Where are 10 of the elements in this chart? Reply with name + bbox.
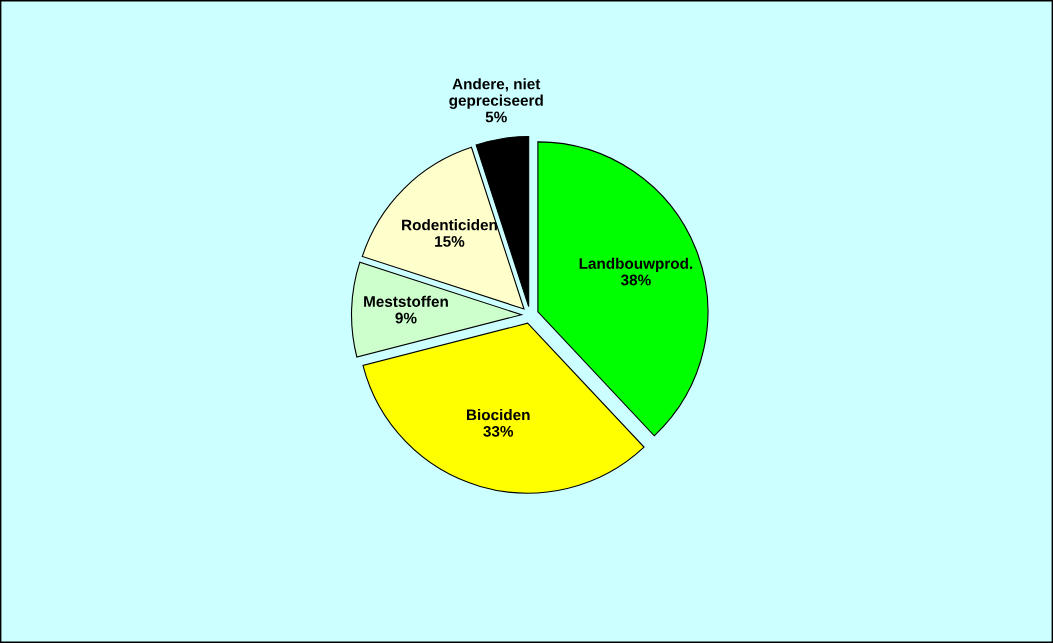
data-label: 9% bbox=[395, 312, 417, 324]
slice-label: Rodenticiden bbox=[402, 219, 497, 231]
slice-label: Andere, niet gepreciseerd bbox=[449, 78, 543, 109]
data-label: 5% bbox=[485, 111, 507, 123]
data-label: 33% bbox=[483, 425, 514, 437]
data-label: 15% bbox=[435, 236, 465, 247]
slice-label: Landbouwprod. bbox=[579, 257, 693, 272]
slice-label: Meststoffen bbox=[364, 295, 448, 307]
slice-label: Biociden bbox=[466, 409, 530, 421]
data-label: 38% bbox=[620, 274, 651, 286]
